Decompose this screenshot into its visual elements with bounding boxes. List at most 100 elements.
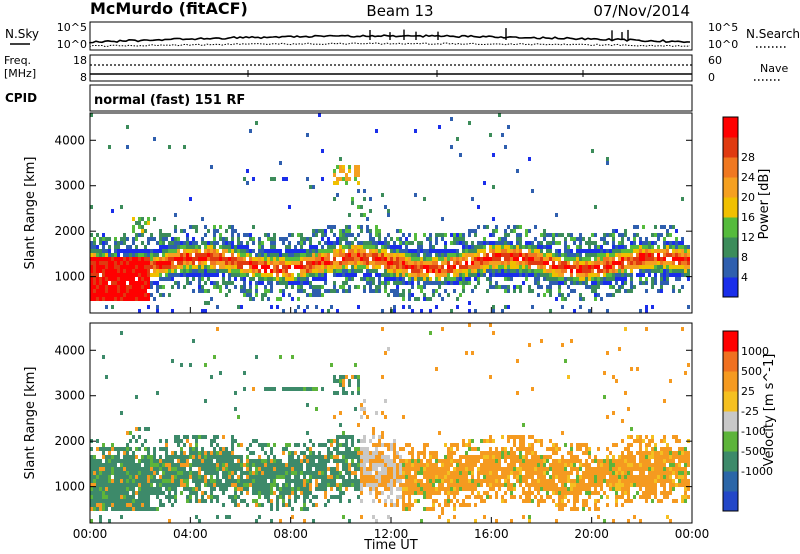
radar-cell: [564, 281, 567, 285]
radar-cell: [450, 499, 453, 503]
radar-cell: [306, 261, 309, 265]
radar-cell: [360, 407, 363, 411]
radar-cell: [462, 455, 465, 459]
radar-cell: [528, 491, 531, 495]
radar-cell: [282, 277, 285, 281]
radar-cell: [384, 467, 387, 471]
radar-cell: [441, 257, 444, 261]
radar-cell: [132, 451, 135, 455]
radar-cell: [501, 261, 504, 265]
radar-cell: [300, 451, 303, 455]
radar-cell: [261, 261, 264, 265]
radar-cell: [324, 265, 327, 269]
radar-cell: [606, 273, 609, 277]
radar-cell: [597, 459, 600, 463]
radar-cell: [405, 249, 408, 253]
radar-cell: [462, 265, 465, 269]
radar-cell: [354, 273, 357, 277]
radar-cell: [519, 459, 522, 463]
radar-cell: [165, 439, 168, 443]
radar-cell: [327, 249, 330, 253]
radar-cell: [531, 459, 534, 463]
radar-cell: [510, 435, 513, 439]
radar-cell: [357, 479, 360, 483]
radar-cell: [591, 491, 594, 495]
radar-cell: [396, 265, 399, 269]
radar-cell: [174, 245, 177, 249]
radar-cell: [258, 237, 261, 241]
radar-cell: [495, 285, 498, 289]
radar-cell: [558, 467, 561, 471]
radar-cell: [384, 479, 387, 483]
radar-cell: [306, 237, 309, 241]
radar-cell: [189, 491, 192, 495]
radar-cell: [174, 249, 177, 253]
radar-cell: [135, 467, 138, 471]
radar-cell: [645, 257, 648, 261]
radar-cell: [312, 269, 315, 273]
radar-cell: [192, 225, 195, 229]
radar-cell: [186, 475, 189, 479]
radar-cell: [408, 471, 411, 475]
radar-cell: [276, 257, 279, 261]
radar-cell: [660, 281, 663, 285]
radar-cell: [372, 277, 375, 281]
radar-cell: [126, 289, 129, 293]
radar-cell: [558, 277, 561, 281]
radar-cell: [615, 253, 618, 257]
radar-cell: [438, 253, 441, 257]
radar-cell: [231, 475, 234, 479]
radar-cell: [603, 253, 606, 257]
radar-cell: [414, 233, 417, 237]
radar-cell: [327, 225, 330, 229]
radar-cell: [297, 495, 300, 499]
radar-cell: [588, 479, 591, 483]
radar-cell: [273, 277, 276, 281]
radar-cell: [288, 495, 291, 499]
radar-cell: [426, 471, 429, 475]
radar-cell: [423, 475, 426, 479]
radar-cell: [621, 265, 624, 269]
radar-cell: [315, 495, 318, 499]
radar-cell: [552, 253, 555, 257]
radar-cell: [354, 245, 357, 249]
radar-cell: [342, 273, 345, 277]
radar-cell: [378, 257, 381, 261]
radar-cell: [399, 455, 402, 459]
radar-cell: [438, 273, 441, 277]
radar-cell: [528, 515, 531, 519]
radar-cell: [342, 233, 345, 237]
radar-cell: [144, 245, 147, 249]
radar-cell: [375, 269, 378, 273]
radar-cell: [162, 285, 165, 289]
radar-cell: [417, 249, 420, 253]
radar-cell: [135, 253, 138, 257]
radar-cell: [174, 439, 177, 443]
radar-cell: [441, 483, 444, 487]
radar-cell: [504, 289, 507, 293]
radar-cell: [177, 265, 180, 269]
radar-cell: [441, 507, 444, 511]
radar-cell: [150, 285, 153, 289]
radar-cell: [489, 435, 492, 439]
radar-cell: [381, 253, 384, 257]
radar-cell: [432, 289, 435, 293]
radar-cell: [402, 495, 405, 499]
radar-cell: [291, 277, 294, 281]
radar-cell: [633, 237, 636, 241]
radar-cell: [315, 475, 318, 479]
radar-cell: [198, 463, 201, 467]
radar-cell: [321, 233, 324, 237]
radar-cell: [156, 281, 159, 285]
radar-cell: [369, 451, 372, 455]
radar-cell: [264, 483, 267, 487]
radar-cell: [321, 443, 324, 447]
radar-cell: [576, 483, 579, 487]
radar-cell: [567, 463, 570, 467]
radar-cell: [294, 499, 297, 503]
radar-cell: [525, 451, 528, 455]
radar-cell: [336, 269, 339, 273]
radar-cell: [654, 249, 657, 253]
radar-cell: [588, 241, 591, 245]
radar-cell: [336, 467, 339, 471]
